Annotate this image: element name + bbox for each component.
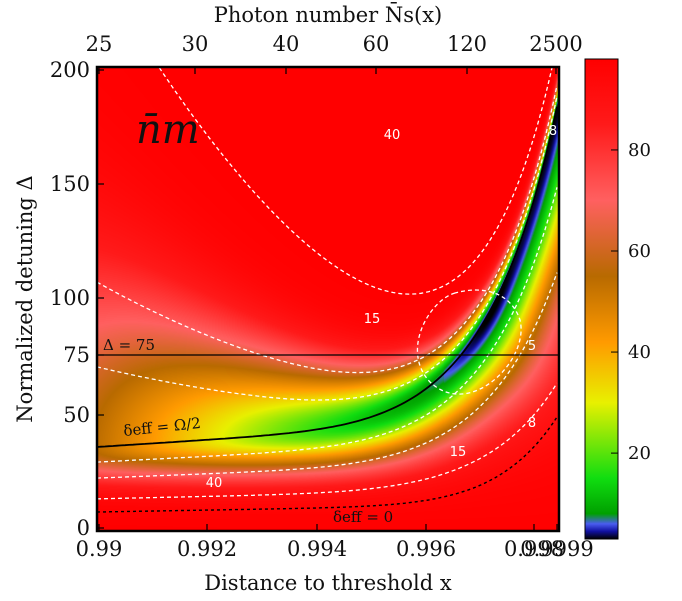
top-tick-label: 120 [447, 32, 487, 56]
top-tick-label: 25 [86, 32, 113, 56]
y-tick-label: 200 [50, 58, 90, 82]
y-axis-title: Normalized detuning Δ [13, 175, 37, 422]
top-tick-label: 2500 [529, 32, 582, 56]
map-title: n̄m [136, 107, 200, 153]
x-tick-label: 0.99 [76, 537, 123, 561]
colorbar-tick-label: 20 [628, 443, 651, 464]
top-axis-title: Photon number N̄s(x) [214, 2, 443, 27]
contour-label: 15 [364, 312, 381, 327]
contour-line [97, 96, 558, 401]
contour-label: 40 [384, 128, 401, 143]
x-tick-label: 0.994 [287, 537, 347, 561]
y-tick-label: 75 [63, 343, 90, 367]
x-tick-label: 0.992 [177, 537, 237, 561]
y-tick-label: 0 [77, 516, 90, 540]
top-tick-label: 60 [363, 32, 390, 56]
zero-curve-label: δeff = 0 [333, 508, 393, 526]
colorbar-tick-label: 80 [628, 140, 651, 161]
contour-line [97, 85, 558, 374]
contour-label: 5 [528, 339, 536, 354]
colorbar-tick-label: 40 [628, 342, 651, 363]
y-tick-label: 50 [63, 403, 90, 427]
top-tick-label: 30 [182, 32, 209, 56]
colorbar-tick-label: 60 [628, 241, 651, 262]
contour-label: 40 [206, 476, 223, 491]
y-tick-label: 150 [50, 172, 90, 196]
x-axis-title: Distance to threshold x [204, 571, 452, 595]
contour-line [97, 382, 558, 500]
x-tick-label: 0.998 [504, 537, 564, 561]
contour-label: 8 [528, 416, 536, 431]
x-tick-label: 0.9999 [520, 537, 593, 561]
plot-frame [95, 65, 561, 533]
x-tick-label: 0.996 [396, 537, 456, 561]
contour-label: 8 [549, 124, 557, 139]
contour-line [416, 289, 522, 395]
contour-label: 15 [450, 445, 467, 460]
delta-line-label: Δ = 75 [103, 336, 155, 354]
top-tick-label: 40 [273, 32, 300, 56]
colorbar [584, 58, 619, 540]
omega-curve [97, 106, 558, 448]
contour-line [97, 187, 558, 463]
y-tick-label: 100 [50, 286, 90, 310]
zero-curve [97, 416, 558, 513]
